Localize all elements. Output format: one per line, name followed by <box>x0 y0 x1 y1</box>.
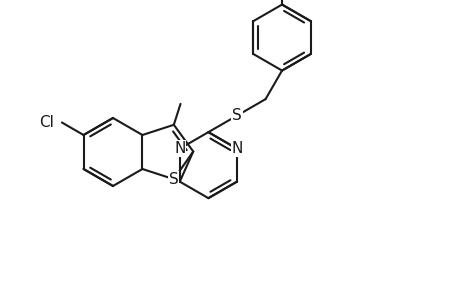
Text: S: S <box>232 108 241 123</box>
Text: N: N <box>174 141 185 156</box>
Text: N: N <box>231 141 242 156</box>
Text: Cl: Cl <box>39 115 54 130</box>
Text: S: S <box>168 172 178 187</box>
